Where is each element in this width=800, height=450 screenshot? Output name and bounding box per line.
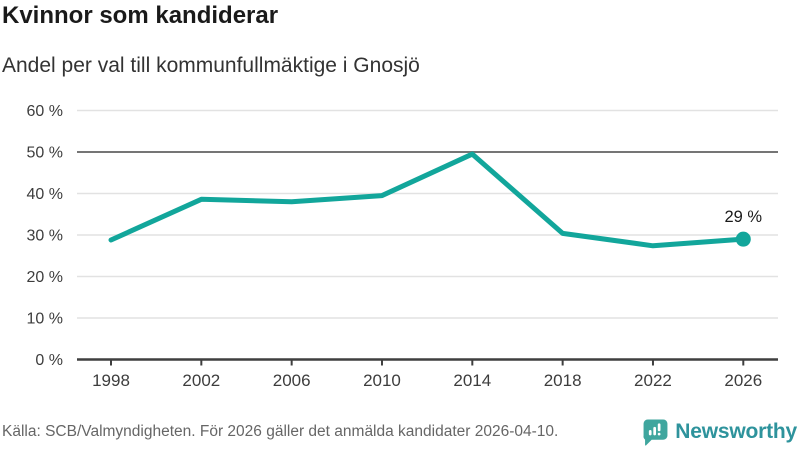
y-tick-label: 40 % [27,186,63,203]
x-tick-label: 2026 [724,371,762,390]
footer: Källa: SCB/Valmyndigheten. För 2026 gäll… [0,417,800,447]
chart-subtitle: Andel per val till kommunfullmäktige i G… [2,54,420,77]
source-note: Källa: SCB/Valmyndigheten. För 2026 gäll… [2,423,559,440]
y-tick-label: 30 % [27,228,63,245]
data-line [108,151,746,249]
y-tick-label: 50 % [27,145,63,162]
chart-title: Kvinnor som kandiderar [2,2,279,29]
logo-exclamation-dot [658,432,661,435]
x-tick-label: 2010 [363,371,401,390]
logo-bar-3 [658,422,661,431]
x-tick-label: 2002 [182,371,220,390]
last-data-point [735,231,751,247]
logo-bar-1 [649,429,652,435]
x-tick-label: 2006 [273,371,311,390]
last-point-value-label: 29 % [724,208,762,226]
y-tick-label: 20 % [27,269,63,286]
x-tick-label: 1998 [92,371,130,390]
line-chart: 0 % 10 % 20 % 30 % 40 % 50 % 60 % 1998 2002 2006 2… [27,103,778,390]
y-tick-label: 10 % [27,311,63,328]
x-tick-label: 2018 [544,371,582,390]
logo-bar-2 [653,426,657,435]
y-tick-label: 0 % [35,352,63,369]
x-tick-label: 2014 [453,371,491,390]
x-tick-label: 2022 [634,371,672,390]
newsworthy-logo: Newsworthy [643,419,797,446]
newsworthy-wordmark: Newsworthy [675,420,797,443]
newsworthy-logo-icon [643,419,668,446]
y-tick-label: 60 % [27,103,63,120]
